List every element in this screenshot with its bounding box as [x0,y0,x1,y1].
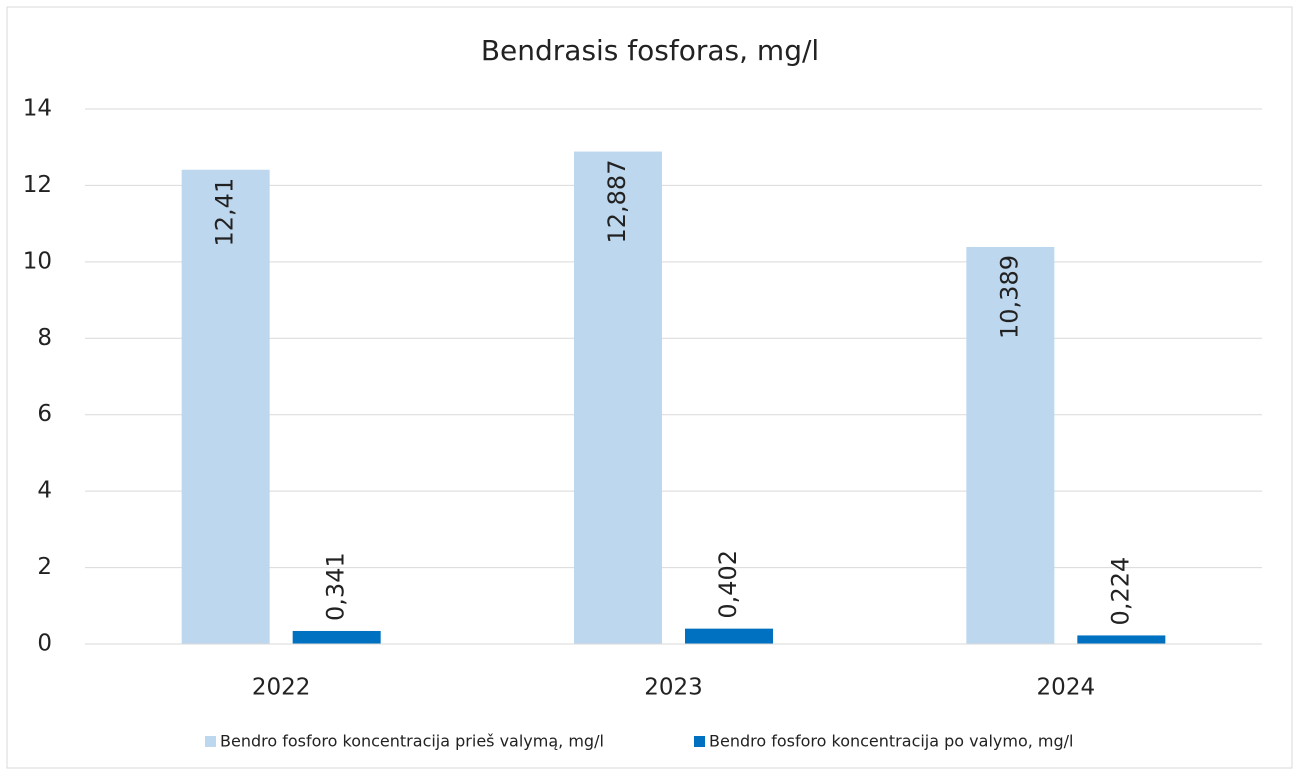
value-label: 12,41 [211,178,239,247]
bar [292,630,381,644]
legend-swatch [694,736,705,747]
y-tick-label: 14 [23,96,52,122]
value-label: 10,389 [995,255,1023,339]
bar [574,151,662,644]
legend-swatch [205,736,216,747]
bar [1077,635,1166,644]
y-tick-label: 4 [37,478,52,504]
y-tick-label: 8 [37,325,52,351]
y-tick-label: 6 [37,401,52,427]
chart-title: Bendrasis fosforas, mg/l [481,34,819,67]
legend-label: Bendro fosforo koncentracija po valymo, … [709,732,1073,751]
value-label: 0,341 [322,552,350,621]
value-label: 0,224 [1106,557,1134,626]
bar [966,246,1055,644]
value-label: 0,402 [714,550,742,619]
y-tick-label: 12 [23,172,52,198]
bar [685,628,773,644]
value-label: 12,887 [603,160,631,244]
y-tick-label: 0 [37,631,52,657]
bar [181,169,270,644]
x-tick-label: 2024 [1037,675,1096,701]
x-tick-label: 2023 [644,675,703,701]
x-tick-label: 2022 [252,675,311,701]
y-tick-label: 2 [37,554,52,580]
legend-label: Bendro fosforo koncentracija prieš valym… [220,732,604,751]
y-tick-label: 10 [23,248,52,274]
